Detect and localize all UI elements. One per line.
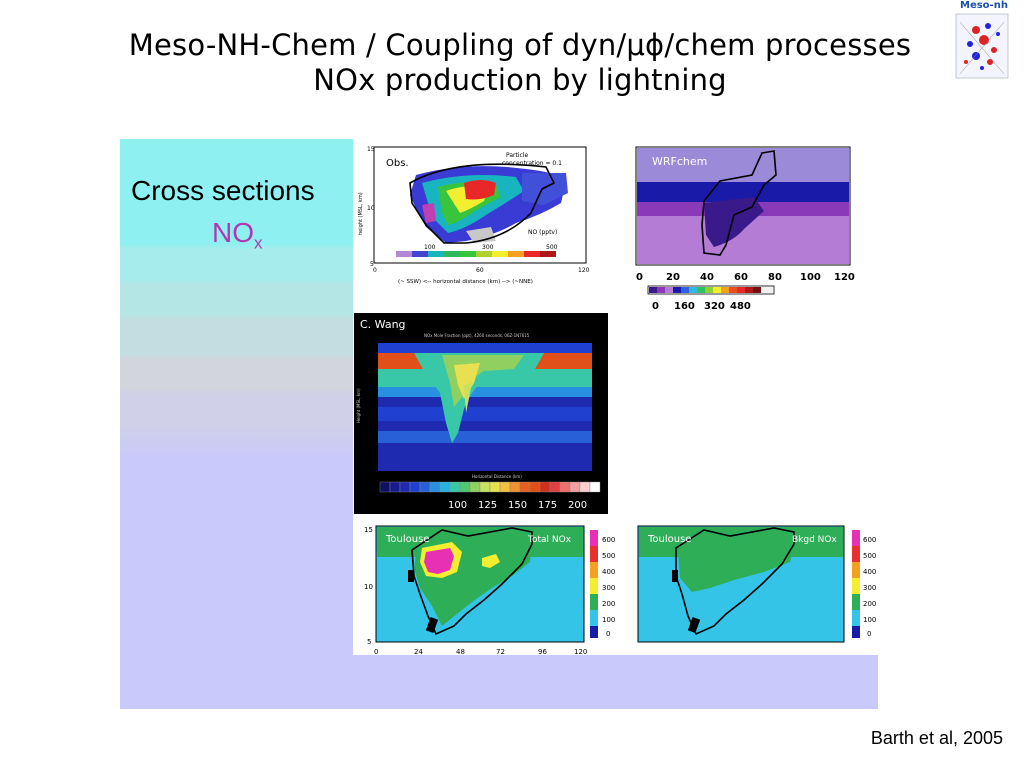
obs-xtick-0: 0 [373, 267, 377, 274]
wrf-xtick-120: 120 [834, 272, 855, 283]
tt-cbtick-200: 200 [602, 600, 615, 608]
cwang-cbtick-125: 125 [478, 500, 497, 511]
wrf-xtick-100: 100 [800, 272, 821, 283]
obs-note-1: Particle [506, 152, 528, 159]
tt-tag: Total NOx [527, 535, 572, 545]
tt-cbtick-400: 400 [602, 568, 615, 576]
tt-label: Toulouse [385, 534, 429, 545]
tt-xtick-120: 120 [574, 648, 587, 656]
obs-panel: 15 10 5 height (MSL, km) Obs. Particle c… [358, 146, 590, 285]
wrf-xtick-40: 40 [700, 272, 714, 283]
cwang-cbtick-100: 100 [448, 500, 467, 511]
wrf-xtick-60: 60 [734, 272, 748, 283]
tb-cbtick-0: 0 [867, 630, 871, 638]
tb-cbtick-300: 300 [863, 584, 876, 592]
obs-cbtick-100: 100 [424, 244, 436, 251]
toulouse-bkgd-panel: Toulouse Bkgd NOx 600 500 400 300 200 10… [637, 525, 876, 643]
obs-note-2: concentration = 0.1 [502, 160, 562, 167]
wrf-cbtick-160: 160 [674, 301, 695, 312]
nox-label: NOx [212, 217, 263, 254]
obs-xtick-60: 60 [476, 267, 484, 274]
tb-colorbar [852, 530, 860, 638]
tt-cbtick-300: 300 [602, 584, 615, 592]
obs-xlabel: (~ SSW) <-- horizontal distance (km) -->… [398, 279, 533, 285]
tb-cbtick-400: 400 [863, 568, 876, 576]
tt-cbtick-100: 100 [602, 616, 615, 624]
gradient-band [120, 139, 353, 459]
tt-xtick-0: 0 [374, 648, 378, 656]
tt-xtick-48: 48 [456, 648, 465, 656]
wrf-xtick-0: 0 [636, 272, 643, 283]
wrf-cbtick-480: 480 [730, 301, 751, 312]
nox-label-subscript: x [254, 233, 263, 253]
cwang-xlabel: Horizontal Distance (km) [472, 474, 522, 479]
cwang-subtitle: NOx Mole Fraction (ppt), 4260 seconds, 0… [424, 333, 530, 338]
wrfchem-label: WRFchem [652, 155, 707, 168]
wrf-cbtick-320: 320 [704, 301, 725, 312]
logo-label: Meso-nh [960, 0, 1008, 11]
obs-label: Obs. [386, 158, 409, 169]
nox-label-main: NO [212, 217, 254, 248]
meso-nh-logo [955, 13, 1009, 79]
cwang-cbtick-200: 200 [568, 500, 587, 511]
obs-colorbar [396, 251, 556, 257]
tt-cbtick-0: 0 [606, 630, 610, 638]
obs-cbtick-500: 500 [546, 244, 558, 251]
obs-ytick-5: 5 [370, 261, 374, 268]
cwang-cbtick-175: 175 [538, 500, 557, 511]
tt-ytick-10: 10 [364, 583, 373, 591]
tt-xtick-96: 96 [538, 648, 547, 656]
cross-sections-heading: Cross sections [131, 175, 315, 206]
title-line-1: Meso-NH-Chem / Coupling of dyn/μϕ/chem p… [128, 28, 912, 62]
obs-colorbar-title: NO (pptv) [528, 229, 557, 236]
tb-cbtick-500: 500 [863, 552, 876, 560]
obs-ytick-10: 10 [367, 205, 375, 212]
tb-label: Toulouse [647, 534, 691, 545]
wrf-cbtick-0: 0 [652, 301, 659, 312]
cwang-cbtick-150: 150 [508, 500, 527, 511]
tb-cbtick-100: 100 [863, 616, 876, 624]
tb-tag: Bkgd NOx [792, 535, 837, 545]
tt-ytick-15: 15 [364, 526, 373, 534]
tb-cbtick-600: 600 [863, 536, 876, 544]
tt-cbtick-500: 500 [602, 552, 615, 560]
title-line-2: NOx production by lightning [313, 63, 727, 97]
obs-cbtick-300: 300 [482, 244, 494, 251]
tt-xtick-24: 24 [414, 648, 423, 656]
obs-ytick-15: 15 [367, 146, 375, 153]
wrf-xtick-80: 80 [768, 272, 782, 283]
toulouse-total-panel: 15 10 5 Toulouse Total NOx 0 24 48 72 96… [364, 525, 615, 656]
cwang-ylabel: Height (MSL, km) [356, 388, 361, 423]
tb-cbtick-200: 200 [863, 600, 876, 608]
tt-ytick-5: 5 [367, 638, 371, 646]
obs-ylabel: height (MSL, km) [358, 192, 364, 235]
wrf-xtick-20: 20 [666, 272, 680, 283]
tt-xtick-72: 72 [496, 648, 505, 656]
cwang-panel: C. Wang NOx Mole Fraction (ppt), 4260 se… [354, 313, 608, 514]
cwang-colorbar [379, 481, 601, 493]
obs-xtick-120: 120 [578, 267, 590, 274]
wrfchem-colorbar [647, 285, 775, 295]
wrfchem-panel: WRFchem 0 20 40 60 80 100 120 0 160 320 … [635, 146, 855, 312]
citation: Barth et al, 2005 [870, 728, 1003, 748]
slide-title: Meso-NH-Chem / Coupling of dyn/μϕ/chem p… [60, 28, 980, 98]
tt-colorbar [590, 530, 598, 638]
cwang-label: C. Wang [360, 318, 406, 331]
tt-cbtick-600: 600 [602, 536, 615, 544]
